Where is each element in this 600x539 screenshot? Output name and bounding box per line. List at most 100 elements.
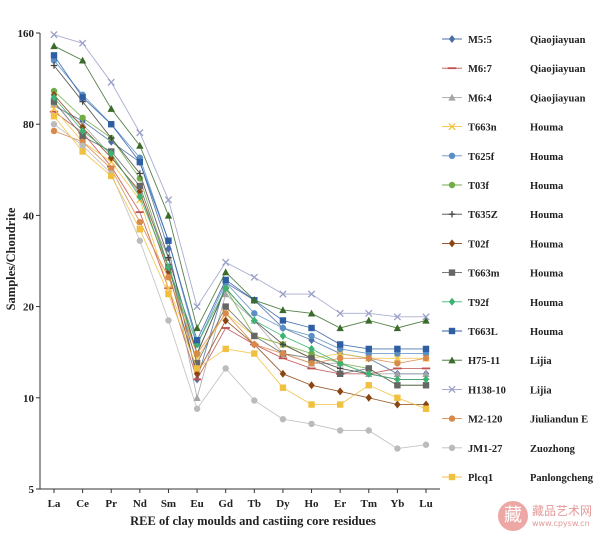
data-point: [308, 420, 315, 428]
data-point: [251, 310, 258, 317]
legend-marker: [448, 122, 456, 131]
x-tick-label: Eu: [190, 498, 203, 510]
data-point: [222, 310, 229, 317]
data-point: [136, 218, 144, 226]
x-tick-label: Er: [334, 498, 346, 510]
legend-code: T03f: [468, 181, 490, 192]
legend-code: M2-120: [468, 415, 502, 426]
legend-site: Zuozhong: [530, 444, 576, 455]
data-point: [250, 273, 258, 281]
data-point: [222, 316, 229, 325]
data-point: [193, 360, 201, 367]
legend-entry: T663m Houma: [442, 269, 564, 280]
data-point: [79, 126, 86, 135]
data-point: [308, 324, 315, 332]
data-point: [136, 175, 144, 182]
series-line: [53, 101, 426, 386]
data-point: [164, 211, 173, 219]
series-line: [53, 90, 426, 386]
legend-site: Houma: [530, 152, 564, 163]
data-point: [336, 349, 344, 358]
data-point: [250, 296, 259, 304]
legend-entry: T663L Houma: [442, 327, 564, 338]
x-tick-label: Tm: [361, 498, 378, 510]
data-point: [279, 317, 287, 324]
series-Plcq1: [50, 113, 430, 412]
legend-site: Qiaojiayuan: [530, 35, 586, 46]
legend-code: Plcq1: [468, 473, 493, 484]
legend-entry: T02f Houma: [442, 239, 564, 250]
legend-marker: [448, 152, 456, 159]
data-point: [50, 42, 58, 50]
data-point: [365, 365, 372, 372]
legend-site: Jiuliandun E: [530, 415, 588, 426]
data-point: [307, 290, 316, 298]
data-point: [365, 369, 372, 378]
data-point: [221, 290, 230, 298]
legend-code: H75-11: [468, 356, 500, 367]
x-tick-label: Nd: [133, 498, 147, 510]
data-point: [50, 52, 58, 59]
data-point: [107, 78, 115, 86]
x-tick-label: Yb: [390, 498, 404, 510]
x-tick-label: Dy: [276, 498, 290, 510]
data-point: [422, 370, 430, 378]
data-point: [393, 324, 402, 332]
data-point: [222, 258, 230, 266]
series-line: [53, 105, 426, 380]
legend-entry: JM1-27 Zuozhong: [442, 444, 576, 455]
data-point: [394, 394, 401, 401]
data-point: [336, 355, 344, 362]
plot-area: 5 10 20 40 80 160 La Ce Pr Nd Sm Eu Gd Tb Dy Ho Er Tm Yb Lu: [18, 28, 440, 510]
legend-code: M6:4: [468, 93, 493, 104]
data-point: [394, 445, 401, 452]
series-M6:7: [49, 110, 431, 381]
data-point: [279, 306, 287, 314]
data-point: [50, 127, 58, 135]
data-point: [108, 121, 115, 128]
legend-site: Houma: [530, 123, 564, 134]
legend-site: Houma: [530, 239, 564, 250]
data-point: [336, 387, 344, 396]
data-point: [108, 134, 115, 142]
data-point: [365, 316, 373, 324]
y-tick-label: 20: [23, 302, 35, 314]
legend-marker: [448, 356, 456, 364]
data-point: [394, 400, 401, 409]
series-H75-11: [50, 42, 430, 332]
data-point: [251, 332, 258, 340]
series-T92f: [50, 93, 430, 384]
data-point: [136, 226, 144, 233]
data-point: [308, 332, 315, 340]
data-point: [165, 290, 172, 298]
series-T663m: [50, 98, 430, 389]
series-line: [53, 34, 426, 318]
data-point: [78, 39, 87, 47]
watermark-title: 藏品艺术网: [532, 504, 593, 518]
data-point: [308, 381, 315, 390]
x-tick-label: Sm: [161, 498, 176, 510]
data-point: [165, 317, 172, 324]
data-point: [422, 316, 430, 324]
data-point: [336, 370, 344, 378]
data-point: [393, 354, 402, 362]
data-point: [193, 324, 201, 332]
data-point: [393, 370, 402, 378]
data-point: [365, 309, 373, 318]
watermark-url: www.cpysw.cn: [532, 519, 590, 528]
data-point: [365, 427, 372, 434]
data-point: [308, 360, 315, 367]
series-M6:4: [50, 100, 430, 401]
data-point: [136, 237, 144, 244]
data-point: [165, 263, 172, 272]
y-tick-label: 80: [23, 119, 35, 131]
data-point: [50, 30, 58, 39]
data-point: [279, 331, 287, 340]
data-point: [336, 359, 344, 368]
x-tick-label: Ce: [76, 498, 89, 510]
data-point: [279, 350, 287, 357]
legend-marker: [448, 181, 456, 189]
series-T635Z: [50, 62, 430, 383]
legend-marker: [448, 35, 456, 43]
x-tick-label: Pr: [105, 498, 117, 510]
